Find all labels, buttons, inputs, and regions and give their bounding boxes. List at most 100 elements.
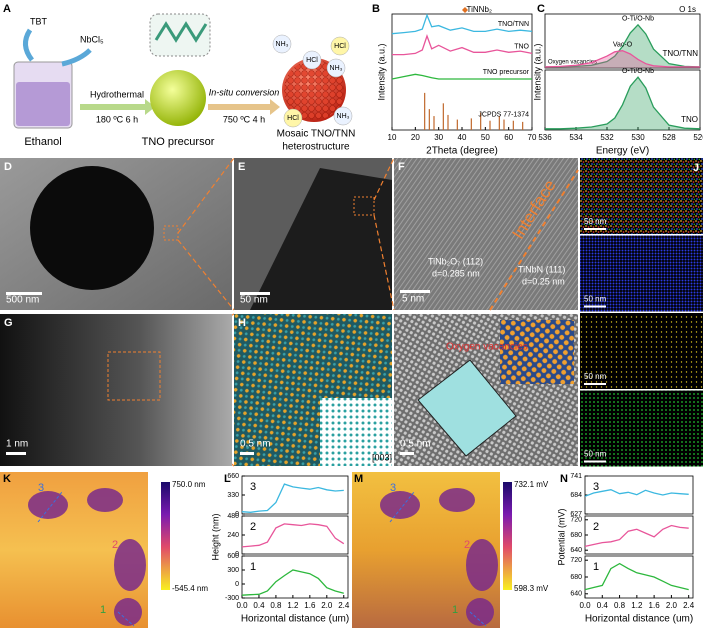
x-tick-label: 0.4 — [253, 601, 265, 610]
flake — [380, 491, 420, 519]
scale-bar — [240, 452, 254, 455]
flake — [114, 539, 146, 591]
x-tick-label: 536 — [538, 133, 552, 142]
label: TBT — [30, 16, 48, 26]
line — [545, 23, 701, 68]
line — [391, 73, 532, 80]
y-tick-label: 0 — [235, 511, 239, 518]
label: Ethanol — [24, 136, 61, 148]
series-label: 2 — [593, 521, 599, 533]
panel-label: C — [537, 3, 545, 15]
line — [392, 34, 533, 56]
label: 1 nm — [6, 439, 28, 450]
x-tick-label: 532 — [600, 133, 614, 142]
series-label: TNO — [514, 43, 529, 50]
particle — [30, 166, 154, 290]
label: NH₃ — [276, 41, 289, 48]
panel-label: J — [693, 162, 699, 174]
y-tick-label: 680 — [570, 574, 582, 581]
flake — [466, 598, 494, 626]
x-tick-label: 50 — [481, 133, 490, 142]
series-label: 1 — [593, 561, 599, 573]
series-label: 3 — [593, 481, 599, 493]
panel-label: A — [3, 3, 11, 15]
panel-label: E — [238, 161, 245, 173]
flake — [87, 488, 123, 512]
scale-bar — [400, 290, 430, 293]
panel-label: D — [4, 161, 12, 173]
colorbar — [503, 482, 512, 590]
haadf-image — [0, 314, 232, 466]
scale-bar — [584, 460, 606, 463]
label: heterostructure — [282, 142, 350, 153]
plot-frame — [584, 555, 694, 599]
legend-marker — [462, 7, 468, 13]
line — [544, 50, 700, 68]
y-axis-label: Potential (mV) — [556, 508, 566, 565]
scale-bar — [584, 228, 606, 230]
plot-frame — [584, 515, 694, 555]
label: Mosaic TNO/TNN — [277, 129, 356, 140]
label: 2 — [464, 539, 470, 551]
label: TiNb₂O₇ (112) — [428, 256, 483, 266]
series-label: O-Ti/O-Nb — [622, 16, 654, 23]
title: O 1s — [679, 5, 696, 14]
x-tick-label: 10 — [388, 133, 397, 142]
x-axis-label: Horizontal distance (um) — [241, 614, 349, 625]
y-tick-label: 720 — [570, 557, 582, 564]
y-tick-label: 741 — [570, 473, 582, 480]
x-tick-label: 528 — [662, 133, 676, 142]
scale-bar — [400, 452, 414, 455]
tno-precursor — [150, 70, 206, 126]
x-tick-label: 0.0 — [236, 601, 248, 610]
series-label: 3 — [250, 481, 256, 493]
panel-label: L — [224, 473, 231, 485]
line — [241, 569, 344, 596]
gas-bubble — [333, 106, 353, 126]
scale-bar — [584, 383, 606, 385]
panel-label: H — [238, 317, 246, 329]
profile-line — [389, 491, 415, 523]
x-tick-label: 1.6 — [304, 601, 316, 610]
plot-frame — [241, 475, 349, 515]
label: 750.0 nm — [172, 480, 206, 489]
eds-map — [580, 390, 703, 467]
profile-line — [117, 611, 135, 627]
interface-line — [489, 169, 579, 311]
y-tick-label: 720 — [570, 517, 582, 524]
x-tick-label: 0.8 — [614, 601, 626, 610]
panel-label: M — [354, 473, 363, 485]
series-label: 1 — [250, 561, 256, 573]
y-tick-label: -300 — [225, 595, 239, 602]
y-tick-label: 240 — [227, 532, 239, 539]
zoom-box — [107, 351, 161, 401]
label: HCl — [334, 43, 346, 50]
y-tick-label: 640 — [570, 547, 582, 554]
plot-frame — [241, 515, 349, 555]
gas-bubble — [326, 58, 346, 78]
plot-frame — [584, 475, 694, 515]
label: 1 — [100, 604, 106, 616]
label: Oxygen vacancies — [446, 342, 528, 353]
x-tick-label: 30 — [434, 133, 443, 142]
solution — [16, 82, 70, 126]
label: 5 nm — [402, 294, 424, 305]
label: In-situ conversion — [209, 87, 280, 97]
gas-bubble — [302, 50, 322, 70]
panel-label: F — [398, 161, 405, 173]
y-tick-label: 0 — [235, 581, 239, 588]
label: NH₃ — [330, 65, 343, 72]
x-tick-label: 526 — [693, 133, 703, 142]
zoom-connector — [177, 239, 235, 311]
x-tick-label: 70 — [528, 133, 537, 142]
y-tick-label: 480 — [227, 513, 239, 520]
series-label: TNO precursor — [483, 69, 530, 76]
x-tick-label: 20 — [411, 133, 420, 142]
label: NH₃ — [337, 113, 350, 120]
label: 500 nm — [6, 295, 39, 306]
crystal — [154, 21, 208, 43]
line — [584, 524, 689, 548]
label: TNO precursor — [142, 136, 215, 148]
label: 1 — [452, 604, 458, 616]
